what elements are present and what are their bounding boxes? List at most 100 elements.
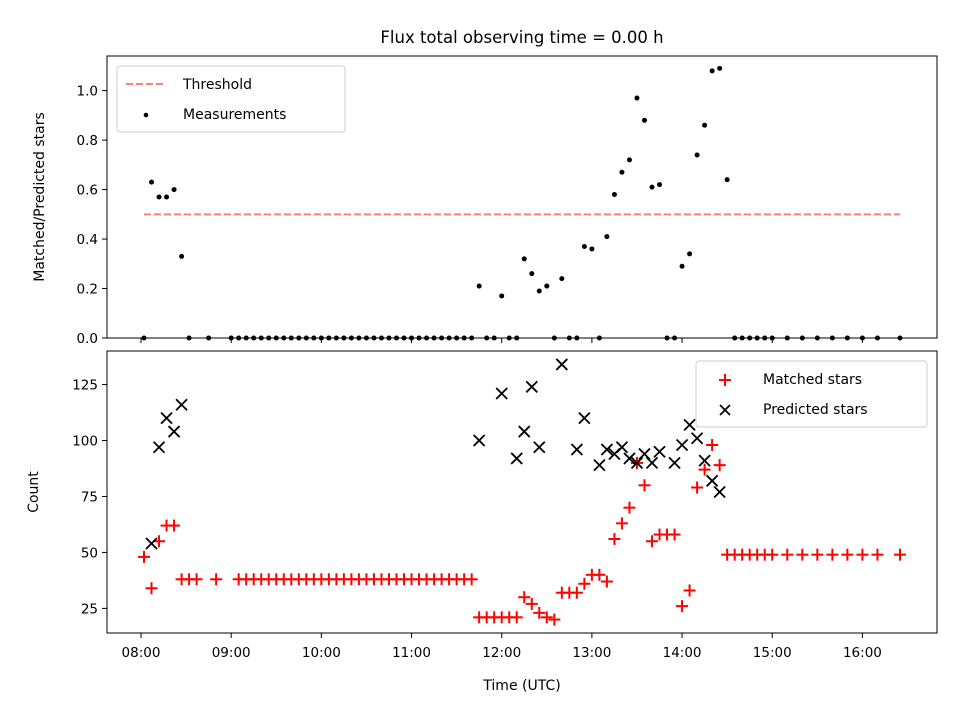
measurement-point bbox=[687, 251, 693, 257]
bottom-y-tick-label: 100 bbox=[72, 434, 98, 450]
predicted-star-point bbox=[578, 412, 591, 425]
measurement-panel: 0.0 0.2 0.4 0.6 0.8 1.0 Matched/Predicted sta… bbox=[32, 55, 938, 347]
predicted-star-point bbox=[518, 425, 531, 438]
predicted-star-point bbox=[698, 454, 711, 467]
matched-star-point bbox=[668, 528, 681, 541]
x-tick-label: 12:00 bbox=[482, 645, 521, 661]
top-y-tick-label: 0.0 bbox=[77, 331, 98, 347]
predicted-star-point bbox=[533, 441, 546, 454]
matched-star-point bbox=[691, 481, 704, 494]
measurement-point bbox=[717, 65, 723, 71]
measurement-point bbox=[164, 194, 170, 200]
x-tick-label: 11:00 bbox=[392, 645, 431, 661]
measurement-point bbox=[179, 253, 185, 259]
bottom-y-tick-label: 25 bbox=[81, 601, 98, 617]
matched-star-point bbox=[533, 606, 546, 619]
bottom-y-tick-label: 50 bbox=[81, 545, 98, 561]
matched-star-point bbox=[766, 548, 779, 561]
predicted-star-point bbox=[152, 441, 166, 454]
predicted-star-point bbox=[668, 456, 681, 470]
predicted-star-point bbox=[683, 418, 696, 431]
top-y-tick-label: 0.6 bbox=[77, 183, 98, 199]
bottom-plot-frame bbox=[106, 350, 938, 634]
measurement-point bbox=[536, 288, 542, 294]
predicted-star-point bbox=[525, 380, 538, 393]
predicted-star-point bbox=[645, 456, 659, 470]
predicted-star-point bbox=[175, 398, 188, 411]
x-tick-label: 08:00 bbox=[122, 645, 161, 661]
bottom-y-tick-label: 125 bbox=[72, 378, 98, 394]
matched-star-point bbox=[138, 550, 150, 563]
legend-predicted-swatch bbox=[719, 404, 731, 416]
bottom-legend: Matched stars Predicted stars bbox=[695, 360, 928, 428]
matched-star-point bbox=[646, 535, 659, 548]
predicted-star-point bbox=[145, 537, 158, 550]
matched-star-point bbox=[578, 577, 591, 590]
predicted-star-point bbox=[593, 459, 606, 472]
legend-measurements-swatch bbox=[143, 112, 149, 118]
matched-star-point bbox=[525, 597, 538, 610]
predicted-star-point bbox=[510, 452, 523, 465]
count-panel: 25 50 75 100 125 08:00 09:00 10:00 11:00 12:00 13… bbox=[26, 350, 938, 661]
measurement-point bbox=[604, 234, 610, 240]
matched-star-point bbox=[676, 600, 689, 613]
matched-star-point bbox=[796, 548, 809, 561]
predicted-star-point bbox=[160, 412, 173, 425]
matched-star-point bbox=[638, 479, 651, 492]
measurement-point bbox=[626, 157, 632, 163]
measurement-point bbox=[499, 293, 505, 299]
top-y-tick-label: 0.2 bbox=[77, 282, 98, 298]
matched-star-point bbox=[811, 548, 824, 561]
legend-matched-swatch bbox=[719, 374, 731, 386]
predicted-star-point bbox=[638, 447, 651, 461]
top-y-tick-label: 0.8 bbox=[77, 133, 98, 149]
top-legend: Threshold Measurements bbox=[116, 65, 346, 133]
measurement-point bbox=[694, 152, 700, 158]
predicted-star-point bbox=[555, 358, 568, 371]
predicted-star-point bbox=[653, 445, 666, 458]
measurement-point bbox=[641, 117, 647, 123]
matched-star-point bbox=[698, 463, 711, 476]
matched-star-point bbox=[706, 439, 719, 451]
matched-star-point bbox=[210, 573, 223, 586]
matched-star-point bbox=[510, 611, 523, 624]
matched-star-point bbox=[153, 535, 166, 548]
matched-star-point bbox=[841, 548, 854, 561]
predicted-star-point bbox=[713, 485, 726, 499]
measurement-point bbox=[702, 122, 708, 128]
x-tick-label: 09:00 bbox=[212, 645, 251, 661]
x-tick-label: 16:00 bbox=[843, 645, 882, 661]
matched-star-point bbox=[190, 573, 203, 586]
predicted-star-point bbox=[167, 425, 181, 438]
predicted-star-point bbox=[623, 452, 636, 465]
measurement-point bbox=[476, 283, 482, 289]
matched-star-point bbox=[781, 548, 794, 561]
legend-matched-label: Matched stars bbox=[763, 372, 862, 388]
predicted-star-point bbox=[705, 474, 719, 487]
matched-star-point bbox=[713, 459, 726, 472]
matched-star-point bbox=[145, 582, 158, 595]
matched-star-point bbox=[608, 533, 621, 545]
matched-star-point bbox=[826, 548, 839, 561]
measurement-point bbox=[171, 187, 177, 193]
x-axis-label: Time (UTC) bbox=[482, 678, 560, 694]
matched-star-point bbox=[871, 548, 884, 561]
predicted-star-point bbox=[615, 441, 629, 454]
measurement-point bbox=[724, 177, 730, 183]
x-tick-label: 10:00 bbox=[302, 645, 341, 661]
matched-star-point bbox=[518, 591, 531, 604]
matched-star-point bbox=[623, 501, 636, 514]
measurement-point bbox=[156, 194, 162, 200]
bottom-y-axis-label: Count bbox=[26, 471, 42, 513]
matched-star-point bbox=[615, 517, 628, 530]
top-y-tick-label: 0.4 bbox=[77, 232, 98, 248]
x-tick-label: 13:00 bbox=[572, 645, 611, 661]
predicted-star-point bbox=[600, 443, 614, 456]
measurement-point bbox=[149, 179, 155, 185]
matched-star-point bbox=[856, 548, 869, 561]
measurement-point bbox=[634, 95, 640, 101]
x-tick-label: 14:00 bbox=[663, 645, 702, 661]
measurement-point bbox=[521, 256, 527, 262]
matched-star-point bbox=[548, 613, 561, 626]
